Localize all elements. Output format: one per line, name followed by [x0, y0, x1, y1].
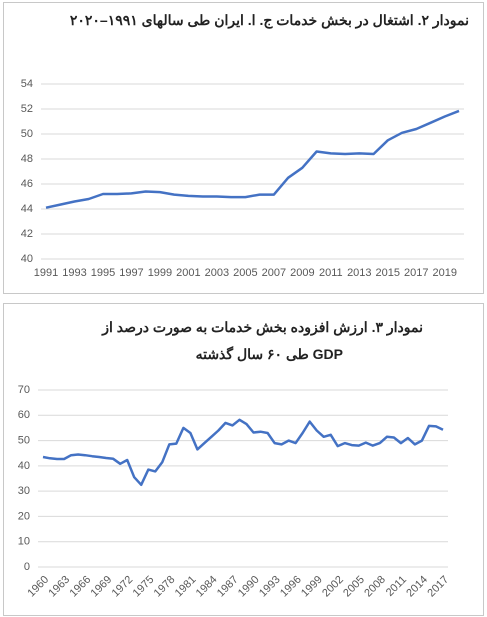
y-tick-label: 10 [18, 536, 30, 548]
x-tick-label: 1963 [46, 574, 72, 600]
x-tick-label: 1984 [194, 574, 220, 600]
x-tick-label: 1978 [152, 574, 178, 600]
x-tick-label: 1995 [91, 267, 115, 279]
y-tick-label: 44 [21, 203, 33, 215]
chart-title: نمودار ۳. ارزش افزوده بخش خدمات به صورت … [102, 319, 423, 335]
x-tick-label: 2011 [384, 574, 409, 599]
x-tick-label: 1990 [236, 574, 262, 600]
x-tick-label: 2013 [347, 267, 371, 279]
y-tick-label: 40 [18, 460, 30, 472]
x-tick-label: 1991 [34, 267, 58, 279]
x-tick-label: 1999 [148, 267, 172, 279]
y-tick-label: 70 [18, 384, 30, 396]
x-tick-label: 2007 [262, 267, 286, 279]
x-tick-label: 2005 [233, 267, 257, 279]
data-line [42, 418, 444, 487]
y-tick-label: 50 [18, 434, 30, 446]
x-tick-label: 2011 [319, 267, 343, 279]
x-tick-label: 2015 [376, 267, 400, 279]
chart-title: نمودار ۲. اشتغال در بخش خدمات ج. ا. ایرا… [69, 12, 469, 28]
chart: 0102030405060701960196319661969197219751… [18, 384, 451, 600]
x-tick-label: 1987 [215, 574, 241, 600]
x-tick-label: 2017 [425, 574, 451, 600]
y-tick-label: 46 [21, 178, 33, 190]
x-tick-label: 1975 [131, 574, 157, 600]
x-tick-label: 2002 [320, 574, 346, 600]
y-tick-label: 40 [21, 253, 33, 265]
x-tick-label: 2005 [341, 574, 367, 600]
x-tick-label: 1969 [89, 574, 115, 600]
chart-title: GDP طی ۶۰ سال گذشته [195, 346, 343, 362]
x-tick-label: 1993 [62, 267, 86, 279]
x-tick-label: 2009 [290, 267, 314, 279]
x-tick-label: 1996 [278, 574, 304, 600]
x-tick-label: 1999 [299, 574, 325, 600]
x-tick-label: 2019 [433, 267, 457, 279]
x-tick-label: 2014 [404, 574, 430, 600]
chart: 40 42 44 46 48 50 52 54 1991 1993 1995 1997 1999 2001… [21, 78, 464, 279]
x-tick-label: 1972 [110, 574, 136, 600]
x-tick-label: 1981 [173, 574, 199, 600]
y-tick-label: 30 [18, 485, 30, 497]
x-tick-label: 1997 [119, 267, 143, 279]
data-line [45, 109, 460, 209]
x-tick-label: 2001 [176, 267, 200, 279]
y-tick-label: 0 [24, 561, 30, 573]
y-tick-label: 42 [21, 228, 33, 240]
chart-panel: 0 10 20 30 40 50 60 70 1960 1963 1966 1969 1972 1975 1… [3, 303, 484, 616]
x-tick-label: 2017 [404, 267, 428, 279]
y-tick-label: 20 [18, 510, 30, 522]
chart-panel: 40 42 44 46 48 50 52 54 1991 1993 1995 1997 1999 2001… [3, 2, 484, 294]
x-tick-label: 1960 [25, 574, 51, 600]
x-tick-label: 2003 [205, 267, 229, 279]
y-tick-label: 52 [21, 103, 33, 115]
x-tick-label: 2008 [362, 574, 388, 600]
y-tick-label: 48 [21, 153, 33, 165]
y-tick-label: 50 [21, 128, 33, 140]
x-tick-label: 1966 [67, 574, 93, 600]
y-tick-label: 60 [18, 409, 30, 421]
x-tick-label: 1993 [257, 574, 283, 600]
y-tick-label: 54 [21, 78, 33, 90]
